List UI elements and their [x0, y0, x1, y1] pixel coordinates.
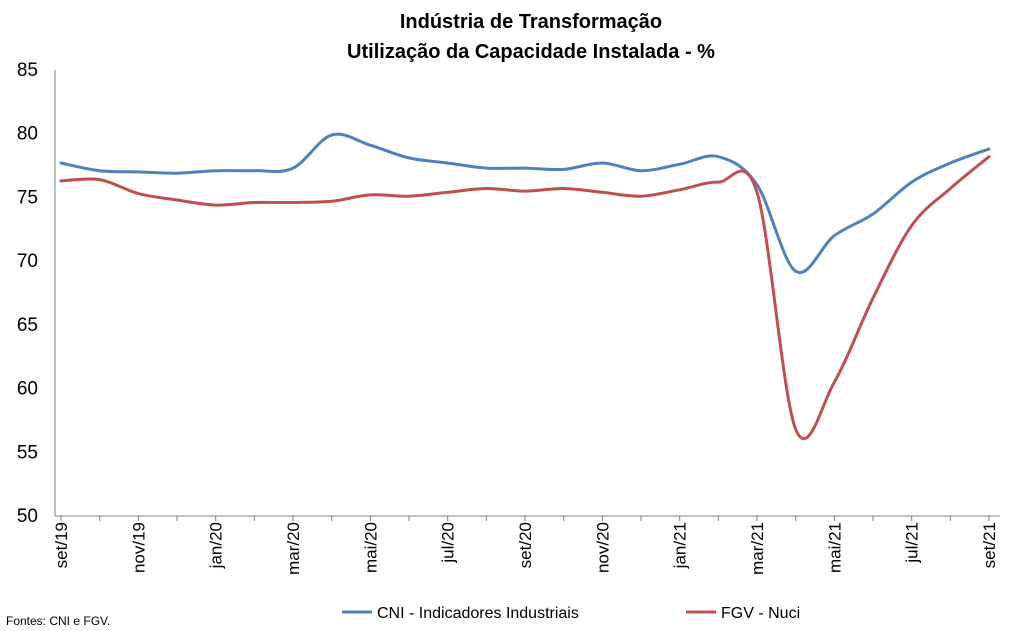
y-tick-label: 85 — [17, 60, 38, 81]
x-tick-label: jan/20 — [207, 522, 226, 569]
legend-label-cni: CNI - Indicadores Industriais — [377, 605, 579, 622]
y-tick-label: 65 — [17, 315, 38, 336]
x-tick-label: mai/21 — [825, 522, 844, 573]
y-tick-label: 50 — [17, 506, 38, 527]
chart-title-line-2: Utilização da Capacidade Instalada - % — [347, 41, 715, 63]
y-tick-label: 70 — [17, 251, 38, 272]
legend: CNI - Indicadores Industriais FGV - Nuci — [342, 605, 800, 622]
y-tick-label: 75 — [17, 187, 38, 208]
x-tick-label: nov/20 — [593, 522, 612, 573]
x-tick-label: mar/20 — [284, 522, 303, 575]
x-axis: set/19 nov/19 jan/20 mar/20 mai/20 jul/20 set/… — [52, 515, 1000, 575]
x-tick-label: jul/20 — [439, 522, 458, 564]
x-tick-label: jul/21 — [903, 522, 922, 564]
y-tick-label: 60 — [17, 379, 38, 400]
series-line-fgv — [59, 155, 991, 441]
y-tick-label: 80 — [17, 124, 38, 145]
x-tick-label: jan/21 — [671, 522, 690, 569]
legend-label-fgv: FGV - Nuci — [721, 605, 800, 622]
x-tick-label: set/21 — [980, 522, 999, 568]
series-layer — [59, 132, 991, 441]
x-tick-label: mai/20 — [361, 522, 380, 573]
y-tick-label: 55 — [17, 442, 38, 463]
y-axis: 50 55 60 65 70 75 80 85 — [17, 60, 56, 527]
x-tick-label: mar/21 — [748, 522, 767, 575]
chart-title-line-1: Indústria de Transformação — [400, 11, 662, 33]
x-tick-label: set/20 — [516, 522, 535, 568]
series-line-cni — [59, 132, 991, 275]
source-note: Fontes: CNI e FGV. — [6, 614, 110, 628]
x-tick-label: nov/19 — [129, 522, 148, 573]
x-tick-label: set/19 — [52, 522, 71, 568]
